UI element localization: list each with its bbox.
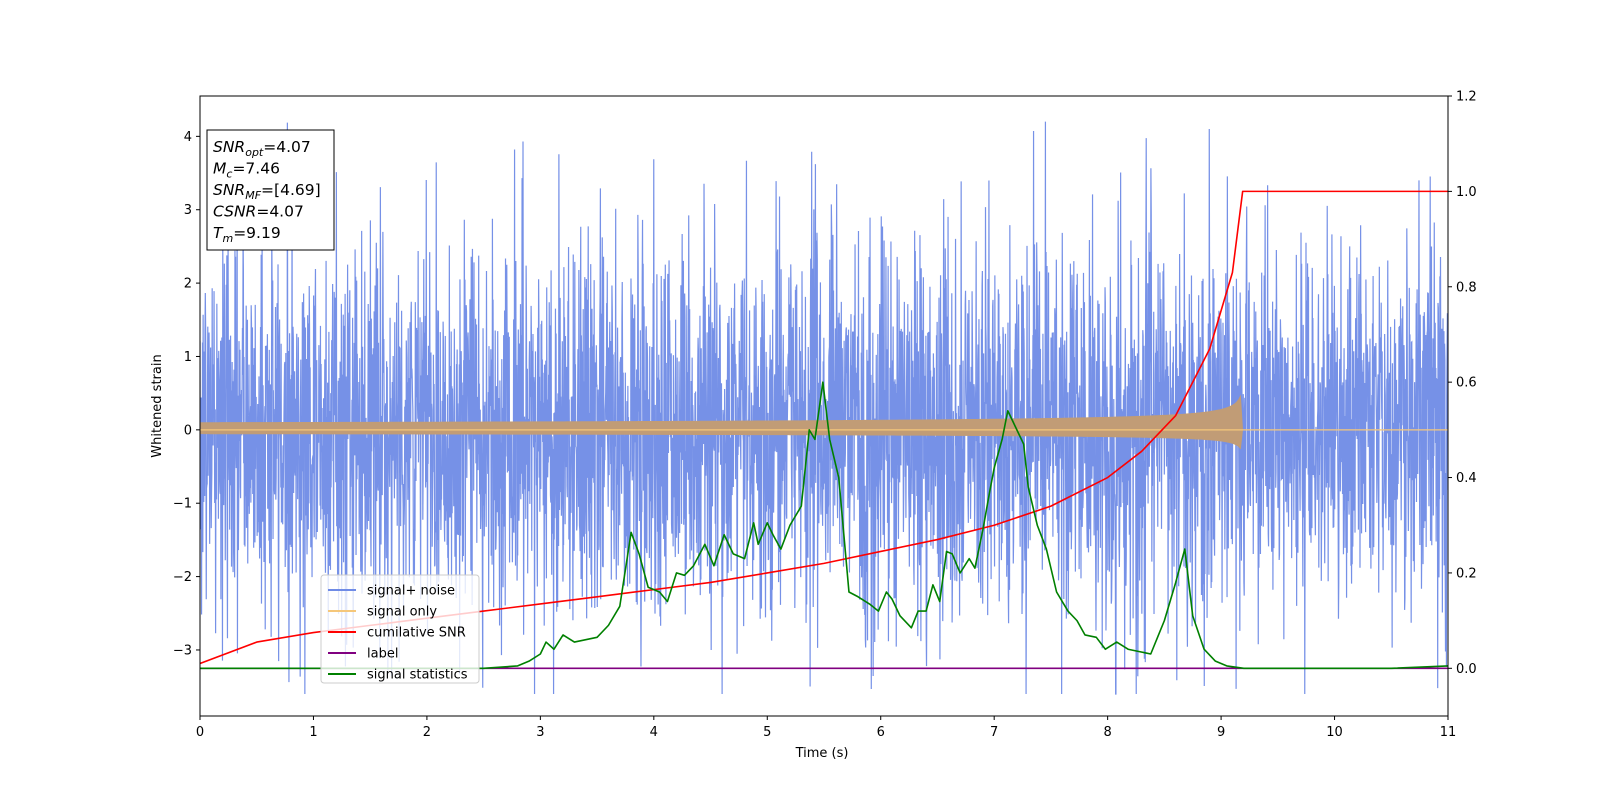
legend-label: cumilative SNR	[367, 626, 466, 641]
axes: 0 1 2 3 4 5 6 7 8 9 10 11 −3 −2 −1 0 1 2 3 4 0.0 0.2 0.4 0.6 0.8…	[173, 90, 1477, 741]
x-tick-label: 0	[196, 725, 204, 740]
annotation-line: Tm=9.19	[213, 224, 281, 245]
y-tick-label: −3	[173, 643, 192, 658]
y2-tick-label: 0.6	[1456, 376, 1477, 391]
y2-tick-label: 0.2	[1456, 566, 1477, 581]
plot-frame	[199, 95, 1449, 717]
series-signal-statistics	[200, 381, 1448, 670]
x-tick-label: 6	[877, 725, 885, 740]
x-tick-label: 8	[1103, 725, 1111, 740]
x-tick-label: 7	[990, 725, 998, 740]
x-tick-label: 11	[1440, 725, 1457, 740]
annotation-line: SNRopt=4.07	[213, 138, 311, 159]
annotation-line: CSNR=4.07	[213, 203, 304, 221]
y-tick-label: 2	[184, 277, 192, 292]
legend: signal+ noise signal only cumilative SNR la…	[320, 574, 480, 684]
y-axis-label: Whitened strain	[150, 354, 165, 457]
x-tick-label: 10	[1326, 725, 1343, 740]
legend-frame	[320, 574, 480, 684]
annotation-line: Mc=7.46	[213, 160, 280, 181]
x-tick-label: 9	[1217, 725, 1225, 740]
y-tick-label: 0	[184, 423, 192, 438]
y-tick-label: 3	[184, 203, 192, 218]
y2-tick-label: 1.0	[1456, 185, 1477, 200]
x-axis-label: Time (s)	[795, 746, 849, 761]
y-tick-label: −1	[173, 497, 192, 512]
y2-tick-label: 0.8	[1456, 280, 1477, 295]
x-tick-label: 4	[650, 725, 658, 740]
legend-label: signal+ noise	[367, 584, 455, 599]
annotation-line: SNRMF=[4.69]	[213, 181, 321, 202]
legend-label: signal statistics	[367, 668, 468, 683]
plot-series	[200, 121, 1448, 695]
y2-tick-label: 0.4	[1456, 471, 1477, 486]
x-tick-label: 3	[536, 725, 544, 740]
x-tick-label: 1	[309, 725, 317, 740]
y-tick-label: −2	[173, 570, 192, 585]
series-signal-only-envelope	[200, 394, 1243, 450]
x-tick-label: 2	[423, 725, 431, 740]
y2-tick-label: 0.0	[1456, 662, 1477, 677]
y2-tick-label: 1.2	[1456, 90, 1477, 105]
legend-label: signal only	[367, 605, 437, 620]
y-tick-label: 4	[184, 130, 192, 145]
y-tick-label: 1	[184, 350, 192, 365]
annotation-frame	[206, 129, 335, 251]
x-tick-label: 5	[763, 725, 771, 740]
legend-label: label	[367, 647, 398, 662]
